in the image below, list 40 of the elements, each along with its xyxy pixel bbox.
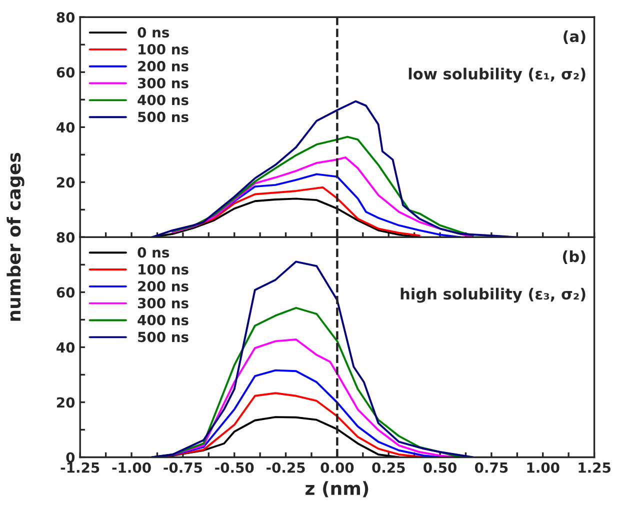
line-series (172, 136, 474, 237)
legend-label: 300 ns (138, 298, 188, 308)
x-tick-label: -0.50 (215, 462, 254, 473)
annotation: low solubility (ε₁, σ₂) (408, 68, 586, 83)
legend-label: 400 ns (138, 314, 188, 326)
x-tick-label: 0.25 (372, 462, 405, 473)
x-tick-label: -1.25 (60, 462, 100, 473)
legend-label: 400 ns (138, 94, 188, 106)
y-tick-label: 60 (56, 287, 75, 298)
x-tick-label: -0.25 (266, 462, 305, 473)
y-tick-label: 20 (57, 397, 75, 408)
legend-label: 500 ns (138, 112, 188, 122)
legend-label: 200 ns (138, 280, 188, 292)
line-series (172, 156, 474, 238)
annotation: high solubility (ε₃, σ₂) (400, 288, 586, 303)
legend-label: 100 ns (138, 44, 188, 55)
annotation: (a) (564, 30, 586, 44)
legend-label: 0 ns (138, 27, 170, 38)
legend-label: 0 ns (138, 247, 170, 258)
x-tick-label: 1.25 (578, 462, 610, 473)
y-tick-label: 40 (56, 342, 75, 353)
y-tick-label: 60 (56, 67, 75, 78)
legend-label: 300 ns (138, 78, 188, 88)
x-tick-label: -0.75 (164, 462, 202, 473)
y-tick-label: 80 (56, 12, 75, 23)
x-tick-label: 0.00 (320, 462, 354, 473)
x-tick-label: 1.00 (527, 462, 560, 473)
x-tick-label: -1.00 (112, 462, 151, 473)
legend-label: 200 ns (138, 60, 188, 72)
annotation: (b) (562, 250, 586, 264)
y-tick-label: 80 (56, 232, 75, 243)
legend-label: 500 ns (138, 332, 188, 342)
y-tick-label: 40 (56, 122, 75, 133)
y-tick-label: 20 (57, 177, 75, 188)
y-tick-label: 0 (66, 452, 75, 463)
x-tick-label: 0.50 (424, 462, 457, 473)
x-axis-title: z (nm) (306, 481, 368, 498)
y-axis-title: number of cages (6, 152, 24, 321)
x-tick-label: 0.75 (474, 462, 508, 473)
legend-label: 100 ns (138, 264, 188, 275)
